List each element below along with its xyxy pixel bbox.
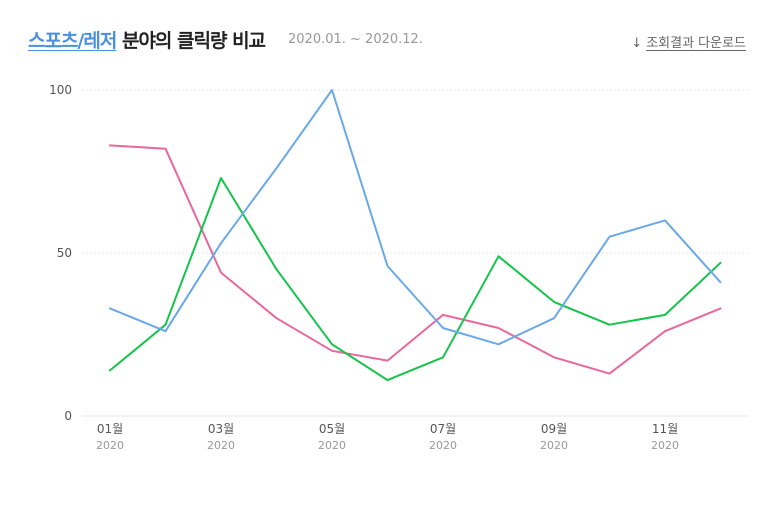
x-tick-label: 11월 [652, 422, 678, 436]
x-tick-label: 01월 [97, 422, 123, 436]
x-tick-label: 09월 [541, 422, 567, 436]
series-line-3 [109, 89, 722, 346]
period-label: 2020.01. ~ 2020.12. [288, 32, 423, 47]
x-tick-year: 2020 [318, 439, 346, 452]
x-tick-year: 2020 [540, 439, 568, 452]
category-link[interactable]: 스포츠/레저 [28, 30, 117, 52]
x-tick-year: 2020 [207, 439, 235, 452]
y-tick-label-50: 50 [57, 246, 72, 260]
x-tick-year: 2020 [651, 439, 679, 452]
x-tick-year: 2020 [429, 439, 457, 452]
page-title: 스포츠/레저 분야의 클릭량 비교 [28, 26, 266, 53]
y-tick-label-0: 0 [64, 409, 72, 423]
series-line-2 [109, 177, 722, 382]
title-text: 분야의 클릭량 비교 [116, 30, 266, 52]
x-tick-label: 07월 [430, 422, 456, 436]
y-tick-label-100: 100 [49, 83, 72, 97]
download-button[interactable]: ↓ 조회결과 다운로드 [631, 32, 746, 51]
x-tick-label: 03월 [208, 422, 234, 436]
chart-header: 스포츠/레저 분야의 클릭량 비교 2020.01. ~ 2020.12. ↓ 조… [28, 26, 746, 56]
series-line-1 [109, 144, 722, 375]
x-tick-year: 2020 [96, 439, 124, 452]
x-tick-label: 05월 [319, 422, 345, 436]
download-icon: ↓ [631, 36, 643, 51]
download-label: 조회결과 다운로드 [646, 36, 746, 51]
